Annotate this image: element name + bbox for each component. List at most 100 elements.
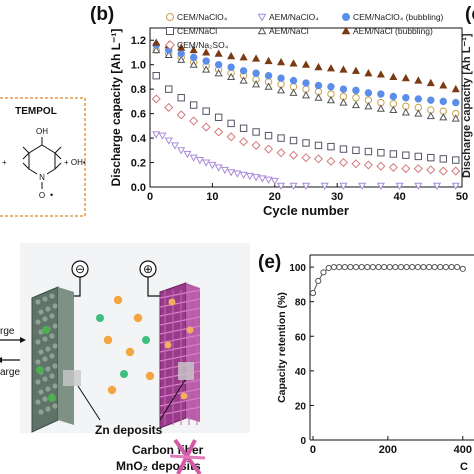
data-point bbox=[202, 48, 211, 56]
x-tick-label: 50 bbox=[456, 191, 468, 203]
tempol-methyl bbox=[22, 152, 30, 160]
data-point bbox=[454, 264, 461, 271]
data-point bbox=[214, 69, 223, 77]
data-point bbox=[289, 182, 298, 191]
data-point bbox=[164, 137, 173, 145]
data-point bbox=[427, 96, 435, 104]
data-point bbox=[330, 264, 338, 271]
data-point bbox=[376, 182, 385, 191]
data-point bbox=[289, 88, 298, 96]
tempol-methyl bbox=[54, 152, 62, 160]
data-point bbox=[264, 131, 273, 140]
data-point bbox=[401, 164, 411, 174]
zn-particle bbox=[42, 336, 48, 342]
data-point bbox=[227, 63, 235, 71]
data-point bbox=[339, 85, 348, 93]
data-point bbox=[258, 175, 267, 183]
carbon-fiber bbox=[159, 352, 201, 362]
data-point bbox=[431, 264, 438, 271]
data-point bbox=[414, 182, 423, 191]
y-tick-label: 0.0 bbox=[131, 182, 146, 194]
data-point bbox=[377, 90, 385, 98]
data-point bbox=[152, 45, 161, 54]
data-point bbox=[176, 110, 186, 120]
data-point bbox=[189, 60, 198, 68]
legend-marker bbox=[166, 13, 174, 21]
data-point bbox=[414, 76, 423, 84]
data-point bbox=[152, 131, 161, 139]
mno2-particle bbox=[168, 298, 176, 306]
legend-label: CEM/NaClO₄ (bubbling) bbox=[353, 12, 444, 22]
data-point bbox=[289, 59, 298, 67]
mno2-particle bbox=[164, 341, 172, 349]
data-point bbox=[427, 153, 435, 162]
data-point bbox=[364, 69, 373, 77]
data-point bbox=[401, 108, 410, 116]
panel-e-label: (e) bbox=[258, 252, 281, 273]
zn-particle bbox=[38, 389, 44, 395]
data-point bbox=[325, 264, 332, 272]
data-point bbox=[252, 80, 261, 88]
zn-particle bbox=[52, 303, 58, 309]
zn-ion bbox=[36, 366, 44, 374]
mno2-highlight bbox=[178, 362, 194, 380]
zn-particle bbox=[45, 346, 51, 352]
zn-particle bbox=[45, 406, 51, 412]
data-point bbox=[313, 154, 324, 164]
zn-particle bbox=[35, 399, 41, 405]
data-point bbox=[309, 289, 317, 297]
data-point bbox=[245, 172, 254, 181]
zn-particle bbox=[35, 359, 41, 365]
y-tick-label: 100 bbox=[289, 263, 306, 274]
data-point bbox=[326, 95, 336, 104]
data-point bbox=[364, 264, 371, 271]
mno2-crystal-icon bbox=[169, 438, 206, 474]
carbon-fiber bbox=[159, 406, 201, 416]
y-tick-label: 1.2 bbox=[131, 35, 146, 47]
zn-particle bbox=[42, 356, 48, 362]
legend-marker bbox=[165, 40, 175, 50]
x-tick-label: 40 bbox=[393, 191, 405, 203]
carbon-pointer bbox=[159, 379, 186, 421]
zn-particle bbox=[35, 319, 41, 325]
data-point bbox=[314, 141, 323, 150]
data-point bbox=[448, 264, 455, 271]
y-tick-label: 0.6 bbox=[131, 109, 146, 121]
data-point bbox=[339, 65, 348, 73]
x-tick-label: 0 bbox=[147, 191, 153, 203]
panel-c-ylabel: Discharge capacity [Ah L⁻¹] bbox=[461, 33, 473, 178]
data-point bbox=[341, 264, 348, 271]
data-point bbox=[375, 264, 382, 271]
mno2-electrode-side bbox=[186, 283, 200, 422]
data-point bbox=[177, 147, 186, 155]
data-point bbox=[413, 164, 423, 174]
data-point bbox=[227, 169, 236, 177]
tempol-n-bg bbox=[37, 171, 47, 181]
zn-particle bbox=[35, 339, 41, 345]
legend-label: AEM/NaCl bbox=[269, 26, 309, 36]
data-point bbox=[252, 69, 260, 77]
data-point bbox=[439, 81, 448, 89]
data-point bbox=[189, 53, 198, 62]
discharge-arrow-head bbox=[0, 357, 2, 363]
data-point bbox=[152, 38, 161, 46]
tempol-box bbox=[0, 97, 86, 217]
electrolyte-ions bbox=[96, 295, 155, 395]
data-point bbox=[414, 264, 421, 271]
data-point bbox=[227, 119, 235, 128]
x-tick-label: 20 bbox=[269, 191, 281, 203]
legend-marker bbox=[257, 13, 267, 22]
data-point bbox=[339, 145, 348, 153]
data-point bbox=[270, 177, 279, 186]
legend-label: AEM/NaClO₄ bbox=[269, 12, 319, 22]
zn-particle bbox=[52, 363, 58, 369]
legend-marker bbox=[342, 13, 350, 21]
x-axis-label: Cycle number bbox=[263, 203, 349, 218]
data-point bbox=[302, 139, 310, 147]
data-point bbox=[233, 170, 242, 178]
carbon-fiber bbox=[159, 316, 201, 326]
zn-electrode-side bbox=[58, 287, 74, 425]
data-point bbox=[401, 73, 410, 82]
zn-particle bbox=[42, 396, 48, 402]
